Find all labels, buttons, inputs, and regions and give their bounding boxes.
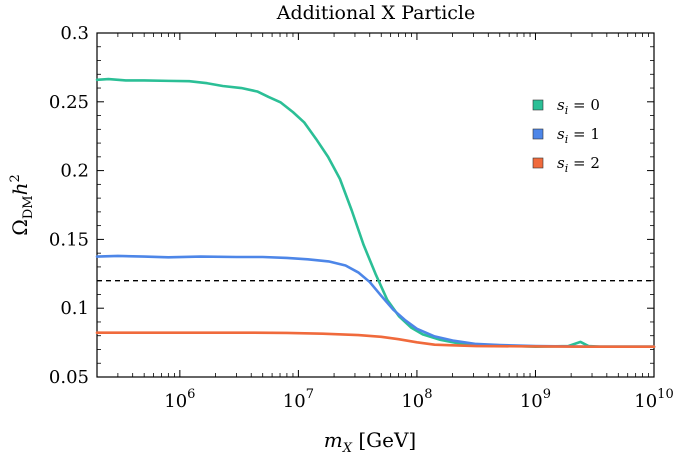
legend-label-s0: si = 0: [557, 96, 600, 117]
legend-label-s1: si = 1: [557, 125, 600, 146]
chart-title: Additional X Particle: [276, 2, 476, 24]
y-axis: 0.05 0.1 0.15 0.2 0.25 0.3: [49, 23, 654, 388]
x-axis-label: mX [GeV]: [324, 428, 416, 456]
legend-swatch-s2: [532, 157, 544, 169]
plot-frame: [96, 32, 655, 378]
legend-swatch-s0: [532, 99, 544, 111]
y-tick-label: 0.2: [60, 161, 89, 182]
series-line-s0: [95, 77, 656, 349]
x-axis: 106 107 108 109 1010: [96, 33, 674, 412]
legend-label-s2: si = 2: [557, 154, 600, 175]
series-group: [95, 77, 656, 349]
y-tick-label: 0.1: [60, 298, 89, 319]
y-tick-label: 0.15: [49, 229, 89, 250]
series-line-s2: [95, 331, 656, 349]
y-tick-label: 0.05: [49, 367, 89, 388]
y-tick-label: 0.25: [49, 92, 89, 113]
x-tick-label: 109: [520, 387, 551, 412]
x-tick-label: 1010: [634, 387, 673, 412]
x-tick-label: 108: [401, 387, 432, 412]
legend-swatch-s1: [532, 128, 544, 140]
x-tick-label: 106: [164, 387, 195, 412]
x-tick-label: 107: [283, 387, 314, 412]
y-axis-label: ΩDMh2: [8, 174, 36, 236]
legend: si = 0 si = 1 si = 2: [532, 96, 600, 175]
y-tick-label: 0.3: [60, 23, 89, 44]
series-line-s1: [95, 254, 656, 349]
